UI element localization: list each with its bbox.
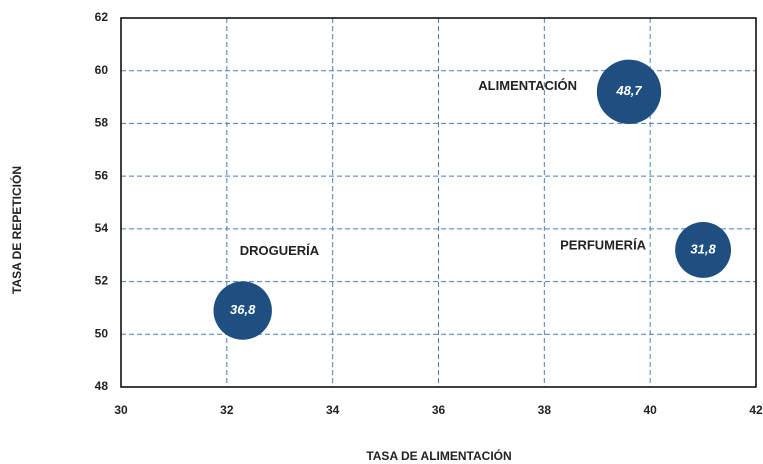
bubble [596,59,662,124]
x-tick-label: 38 [538,403,552,417]
y-tick-label: 62 [95,10,109,24]
y-tick-label: 58 [95,116,109,130]
plot-frame [120,17,757,388]
point-label: PERFUMERÍA [560,237,647,252]
x-tick-label: 40 [643,403,657,417]
data-label: 48,7 [615,83,642,98]
x-tick-label: 32 [220,403,234,417]
point-label: ALIMENTACIÓN [478,78,577,93]
data-label: 36,8 [230,302,256,317]
y-tick-label: 54 [95,221,109,235]
y-tick-label: 56 [95,168,109,182]
x-axis-title: TASA DE ALIMENTACIÓN [366,448,511,463]
x-tick-label: 36 [432,403,446,417]
bubble [213,281,272,340]
data-label: 31,8 [690,241,716,256]
x-tick-label: 30 [114,403,128,417]
y-tick-label: 50 [95,326,109,340]
y-tick-label: 60 [95,63,109,77]
y-axis-title: TASA DE REPETICIÓN [9,166,24,294]
y-tick-label: 52 [95,274,109,288]
x-tick-label: 34 [326,403,340,417]
y-tick-label: 48 [95,379,109,393]
bubble [675,221,732,278]
point-label: DROGUERÍA [240,243,320,258]
x-tick-label: 42 [749,403,763,417]
